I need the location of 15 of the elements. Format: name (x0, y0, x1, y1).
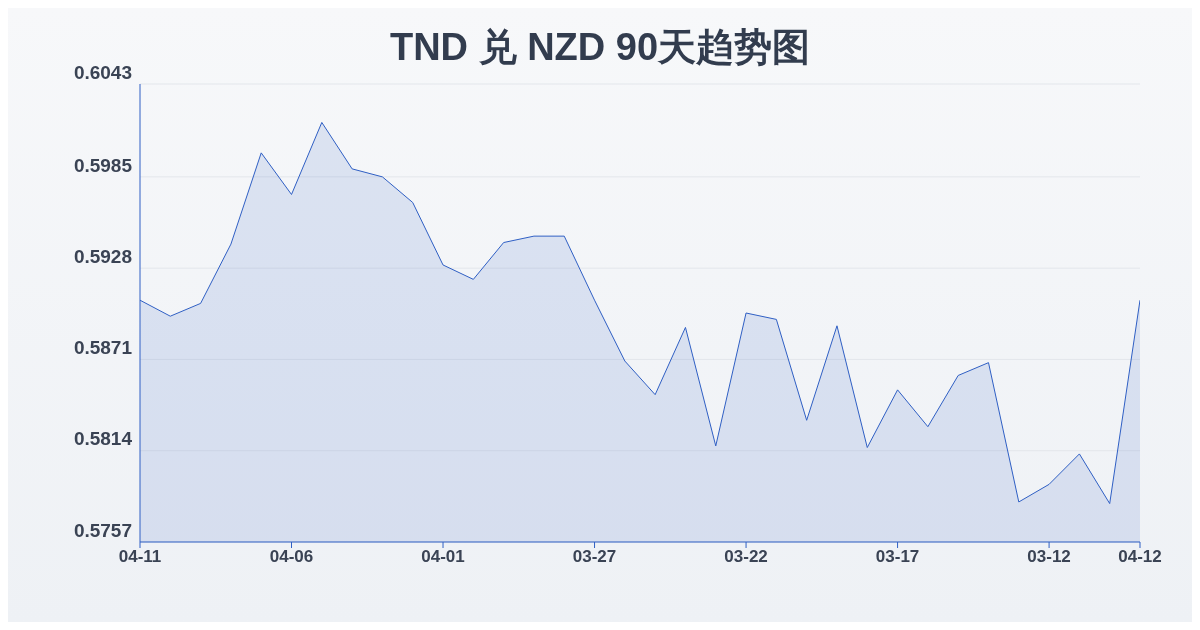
chart-title: TND 兑 NZD 90天趋势图 (388, 25, 812, 68)
x-tick-label: 04-01 (421, 547, 465, 567)
x-tick-label: 03-22 (724, 547, 768, 567)
y-tick-label: 0.5814 (73, 428, 133, 450)
x-tick-label: 04-12 (1118, 547, 1162, 567)
x-tick-label: 03-12 (1027, 547, 1071, 567)
x-tick-label: 03-17 (875, 547, 920, 567)
x-tick-label: 04-11 (118, 547, 162, 567)
y-tick-label: 0.5985 (73, 154, 133, 176)
y-tick-label: 0.6043 (73, 61, 132, 83)
y-tick-label: 0.5757 (73, 519, 132, 541)
y-tick-label: 0.5928 (73, 245, 132, 267)
x-tick-label: 03-27 (572, 547, 617, 567)
y-tick-label: 0.5871 (73, 337, 133, 359)
x-tick-label: 04-06 (269, 547, 314, 567)
